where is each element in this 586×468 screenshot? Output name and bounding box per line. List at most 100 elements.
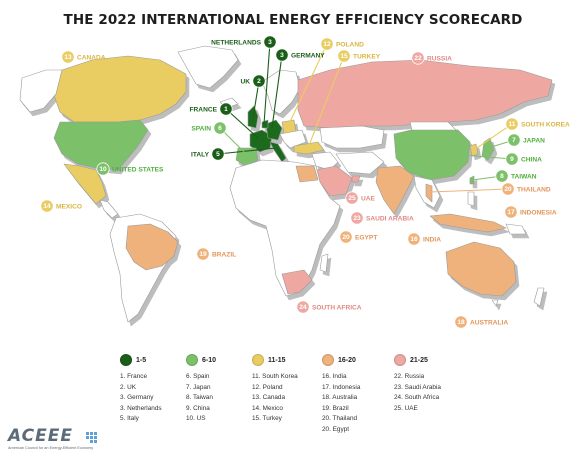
- country-central-asia: [319, 125, 385, 149]
- legend-swatch: [252, 354, 264, 366]
- rank-badge-egypt: [339, 230, 353, 244]
- rank-number-mexico: 14: [43, 203, 51, 210]
- country-uae: [351, 175, 361, 183]
- ranking-entry: 3. Germany: [120, 394, 154, 402]
- country-label-japan: JAPAN: [523, 137, 545, 144]
- leader-line-italy: [217, 147, 277, 155]
- country-mongolia: [409, 121, 457, 131]
- leader-line-china: [449, 153, 513, 160]
- rank-number-thailand: 20: [504, 186, 512, 193]
- country-label-germany: GERMANY: [291, 52, 325, 59]
- legend-swatch: [186, 354, 198, 366]
- rank-number-saudi-arabia: 23: [353, 215, 361, 222]
- rank-number-egypt: 20: [342, 234, 350, 241]
- country-turkey: [293, 141, 325, 155]
- country-label-indonesia: INDONESIA: [520, 209, 557, 216]
- rank-badge-turkey: [337, 49, 351, 63]
- rank-number-united-states: 10: [99, 166, 107, 173]
- country-papua: [505, 223, 527, 235]
- country-label-spain: SPAIN: [191, 125, 211, 132]
- ranking-column-3: 11. South Korea 12. Poland 13. Canada 14. M…: [252, 372, 316, 425]
- country-label-canada: CANADA: [77, 54, 106, 61]
- rank-badge-germany: [275, 48, 289, 62]
- ranking-entry: 20. Thailand: [322, 415, 358, 423]
- rank-number-uae: 25: [348, 195, 356, 202]
- country-iran-pakistan: [335, 151, 385, 175]
- country-greenland: [177, 45, 239, 89]
- rank-number-netherlands: 3: [268, 39, 272, 46]
- rank-number-india: 16: [410, 236, 418, 243]
- ranking-entry: 2. UK: [120, 383, 136, 391]
- country-label-india: INDIA: [423, 236, 441, 243]
- rank-badge-india: [407, 232, 421, 246]
- ranking-entry: 8. Taiwan: [186, 394, 213, 402]
- leader-line-thailand: [429, 188, 509, 193]
- logo-tagline: American Council for an Energy-Efficient…: [8, 446, 94, 450]
- ranking-column-2: 6. Spain 7. Japan 8. Taiwan 9. China 10. US: [186, 372, 250, 425]
- country-label-netherlands: NETHERLANDS: [211, 39, 261, 46]
- country-alaska: [19, 69, 63, 113]
- country-usa: [53, 119, 149, 171]
- rank-badge-uk: [252, 74, 266, 88]
- rank-badge-brazil: [196, 247, 210, 261]
- rank-badge-france: [219, 102, 233, 116]
- scorecard-title: THE 2022 INTERNATIONAL ENERGY EFFICIENCY…: [63, 12, 523, 28]
- leader-line-turkey: [307, 55, 345, 149]
- country-label-thailand: THAILAND: [517, 186, 551, 193]
- legend-label: 6-10: [202, 356, 217, 364]
- country-germany: [265, 119, 283, 141]
- rank-badge-netherlands: [263, 35, 277, 49]
- rank-badge-thailand: [501, 182, 515, 196]
- rank-number-italy: 5: [216, 151, 220, 158]
- ranking-entry: 1. France: [120, 373, 147, 380]
- country-label-mexico: MEXICO: [56, 203, 82, 210]
- country-thailand: [425, 183, 433, 203]
- country-australia: [445, 241, 517, 297]
- country-netherlands: [261, 119, 269, 129]
- country-africa: [229, 159, 341, 297]
- legend-item-3: 11-15: [252, 352, 286, 368]
- rank-number-germany: 3: [280, 52, 284, 59]
- country-label-uk: UK: [240, 78, 250, 85]
- country-japan: [481, 137, 495, 161]
- legend-item-4: 16-20: [322, 352, 356, 368]
- country-label-saudi-arabia: SAUDI ARABIA: [366, 215, 414, 222]
- rank-badge-china: [505, 152, 519, 166]
- rank-badge-italy: [211, 147, 225, 161]
- ranking-entry: 24. South Africa: [394, 394, 440, 402]
- rank-badge-south-korea: [505, 117, 519, 131]
- country-label-italy: ITALY: [191, 151, 210, 158]
- legend-label: 16-20: [338, 356, 356, 364]
- ranking-entry: 16. India: [322, 373, 347, 380]
- rank-number-taiwan: 8: [500, 173, 504, 180]
- country-label-poland: POLAND: [336, 41, 364, 48]
- rank-number-indonesia: 17: [507, 209, 515, 216]
- ranking-entry: 22. Russia: [394, 373, 425, 380]
- legend: 1-5 6-10 11-15 16-20 21-25: [120, 352, 520, 372]
- ranking-entry: 11. South Korea: [252, 373, 298, 380]
- legend-swatch: [120, 354, 132, 366]
- ranking-column-1: 1. France 2. UK 3. Germany 3. Netherlands 5.…: [120, 372, 184, 425]
- rank-badge-south-africa: [296, 300, 310, 314]
- ranking-entry: 12. Poland: [252, 383, 283, 391]
- rank-badge-poland: [320, 37, 334, 51]
- country-label-australia: AUSTRALIA: [470, 319, 508, 326]
- legend-swatch: [394, 354, 406, 366]
- country-label-brazil: BRAZIL: [212, 251, 236, 258]
- country-eastern-europe: [279, 129, 307, 149]
- ranking-entry: 3. Netherlands: [120, 404, 162, 412]
- rank-badge-mexico: [40, 199, 54, 213]
- ranking-entry: 19. Brazil: [322, 404, 349, 412]
- country-label-south-africa: SOUTH AFRICA: [312, 304, 362, 311]
- rank-badge-united-states: [96, 162, 110, 176]
- legend-swatch: [322, 354, 334, 366]
- ranking-entry: 15. Turkey: [252, 415, 282, 423]
- legend-item-5: 21-25: [394, 352, 428, 368]
- leader-line-germany: [271, 54, 283, 129]
- country-mexico: [63, 163, 107, 205]
- world-map: 1 FRANCE 2 UK 3 GERMANY 3 NETHERLANDS 5 ITALY 6 SPA…: [19, 35, 570, 329]
- rank-number-uk: 2: [257, 78, 261, 85]
- leader-line-france: [225, 108, 259, 139]
- rank-number-south-africa: 24: [299, 304, 307, 311]
- rank-badge-saudi-arabia: [350, 211, 364, 225]
